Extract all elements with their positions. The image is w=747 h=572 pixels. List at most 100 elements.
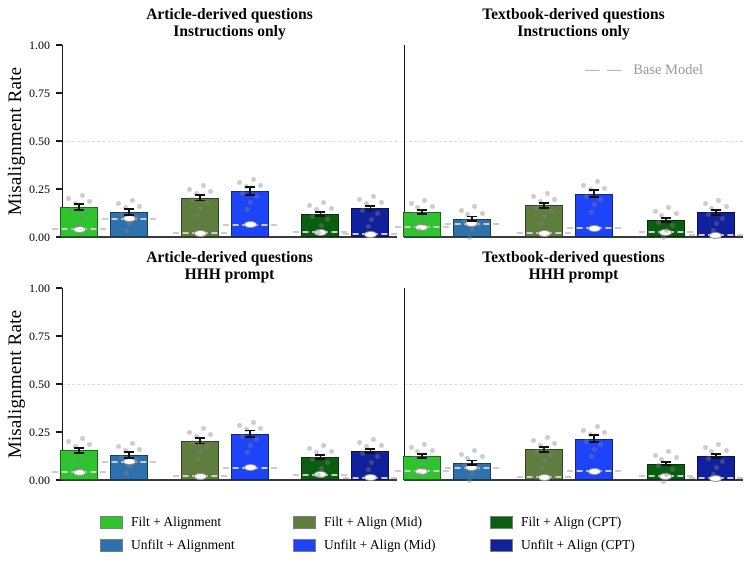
scatter-point xyxy=(254,194,260,200)
scatter-point xyxy=(320,199,326,205)
y-axis-spine xyxy=(62,45,64,237)
scatter-point xyxy=(589,209,595,215)
error-bar-cap xyxy=(539,206,550,209)
scatter-point xyxy=(365,466,371,472)
scatter-point xyxy=(364,444,370,450)
scatter-point xyxy=(466,234,472,240)
scatter-point xyxy=(711,471,716,477)
scatter-point xyxy=(426,459,432,465)
error-bar-cap xyxy=(245,436,256,439)
scatter-point xyxy=(248,199,254,205)
y-tick-mark xyxy=(56,287,62,289)
scatter-point xyxy=(416,227,422,233)
title-line-1: Article-derived questions xyxy=(146,6,313,23)
scatter-point xyxy=(315,472,321,478)
scatter-point xyxy=(122,205,128,211)
scatter-point xyxy=(374,211,380,217)
scatter-point xyxy=(422,197,428,203)
error-bar xyxy=(128,452,131,458)
base-model-marker xyxy=(587,224,601,232)
scatter-point xyxy=(258,182,264,188)
scatter-point xyxy=(119,211,125,217)
base-model-legend: — — Base Model xyxy=(585,62,703,79)
y-axis-spine xyxy=(404,45,406,237)
scatter-point xyxy=(133,215,139,221)
scatter-point xyxy=(318,465,324,471)
scatter-point xyxy=(200,183,206,189)
y-tick-label: 0.25 xyxy=(29,425,50,439)
scatter-point xyxy=(659,456,665,462)
error-bar-cap xyxy=(416,457,427,460)
error-bar-cap xyxy=(660,464,671,467)
legend-entry: Unfilt + Align (CPT) xyxy=(490,537,635,553)
y-tick-mark xyxy=(56,140,62,142)
scatter-point xyxy=(248,442,254,448)
scatter-point xyxy=(702,444,708,450)
scatter-point xyxy=(458,451,464,457)
scatter-point xyxy=(542,457,548,463)
error-bar xyxy=(249,430,252,438)
scatter-point xyxy=(408,444,414,450)
legend-label: Filt + Alignment xyxy=(131,514,222,529)
title-line-1: Textbook-derived questions xyxy=(482,6,665,23)
bar-filt_align xyxy=(60,207,99,237)
scatter-point xyxy=(208,432,214,438)
scatter-point xyxy=(360,451,366,456)
scatter-point xyxy=(598,441,604,447)
scatter-point xyxy=(422,441,428,447)
scatter-point xyxy=(315,229,321,235)
error-bar-cap xyxy=(245,193,256,196)
scatter-point xyxy=(204,443,210,449)
scatter-point xyxy=(137,446,143,452)
scatter-point xyxy=(370,193,376,199)
error-bar-cap xyxy=(416,452,427,455)
title-line-2: Instructions only xyxy=(173,23,286,40)
scatter-point xyxy=(598,197,604,203)
y-tick-label: 0.50 xyxy=(29,377,50,391)
error-bar-cap xyxy=(660,461,671,464)
gridline-0p5 xyxy=(62,140,397,142)
scatter-point xyxy=(537,442,543,448)
scatter-point xyxy=(594,179,600,185)
legend-swatch-filt-align-mid xyxy=(293,515,316,529)
legend-entry: Filt + Alignment xyxy=(100,514,221,530)
scatter-point xyxy=(250,419,256,425)
scatter-point xyxy=(357,197,363,203)
scatter-point xyxy=(79,192,85,198)
error-bar-cap xyxy=(74,446,85,449)
y-tick-label: 1.00 xyxy=(29,281,50,295)
gridline-0p5 xyxy=(404,140,743,142)
base-model-marker xyxy=(193,472,207,480)
scatter-point xyxy=(129,440,135,446)
scatter-point xyxy=(709,449,715,455)
scatter-point xyxy=(655,463,661,469)
scatter-point xyxy=(661,235,666,241)
scatter-point xyxy=(716,441,722,447)
scatter-point xyxy=(83,453,89,459)
base-model-marker xyxy=(709,474,723,482)
legend-label: Unfilt + Alignment xyxy=(131,537,235,552)
error-bar xyxy=(470,460,473,465)
error-bar xyxy=(664,217,667,222)
panel-textbook-instructions xyxy=(394,45,743,241)
scatter-point xyxy=(69,450,75,456)
scatter-point xyxy=(670,222,676,228)
base-model-marker xyxy=(587,467,601,475)
scatter-point xyxy=(200,426,206,432)
scatter-point xyxy=(461,462,467,468)
scatter-point xyxy=(324,460,330,466)
scatter-point xyxy=(592,202,598,208)
scatter-point xyxy=(187,429,192,435)
scatter-point xyxy=(458,207,464,213)
error-bar-cap xyxy=(589,189,600,192)
scatter-point xyxy=(429,203,435,209)
scatter-point xyxy=(204,200,210,206)
y-tick-mark xyxy=(56,236,62,238)
error-bar-cap xyxy=(124,451,135,454)
base-model-marker xyxy=(72,468,86,476)
scatter-point xyxy=(133,458,139,464)
error-bar xyxy=(714,210,717,215)
scatter-point xyxy=(74,222,80,228)
base-model-marker xyxy=(415,467,429,475)
y-tick-mark xyxy=(56,383,62,385)
